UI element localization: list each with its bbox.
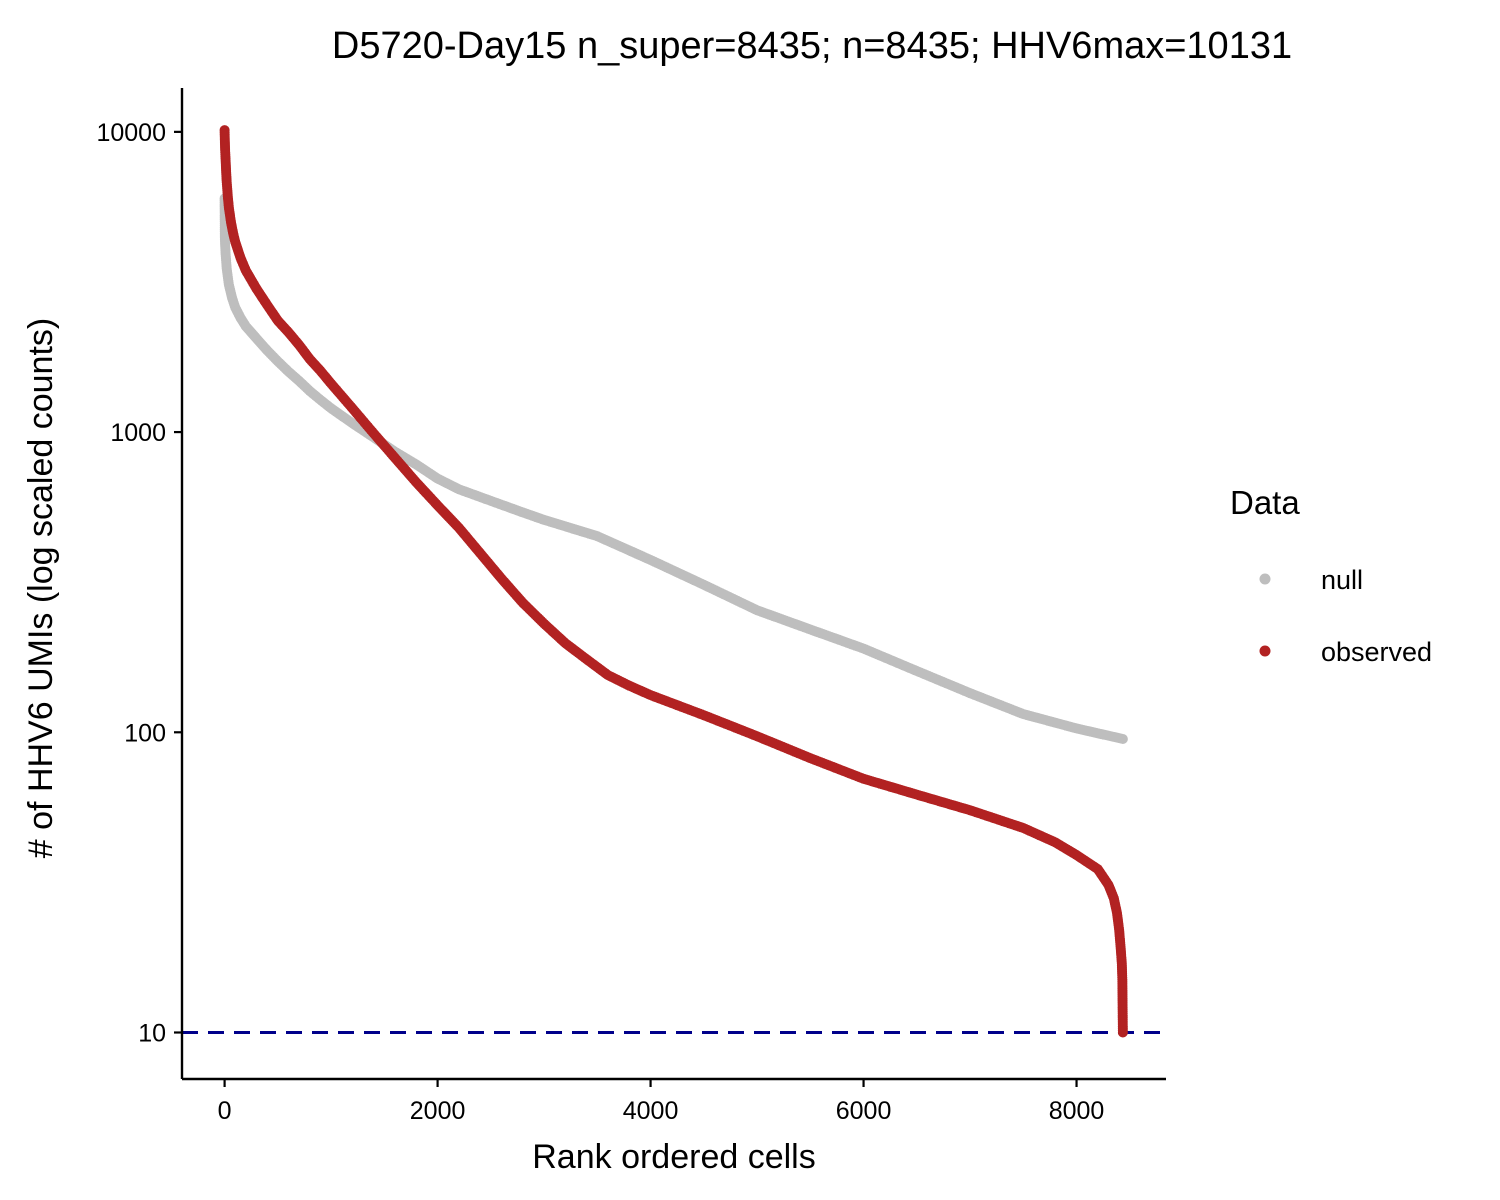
y-ticks: 10 100 1000 10000: [96, 119, 182, 1047]
point: [1117, 1027, 1128, 1038]
chart-title: D5720-Day15 n_super=8435; n=8435; HHV6ma…: [332, 25, 1292, 67]
x-axis-title: Rank ordered cells: [532, 1138, 815, 1176]
y-tick-label: 100: [124, 719, 166, 747]
point: [1117, 733, 1128, 744]
y-tick-label: 10: [138, 1019, 166, 1047]
x-tick-label: 4000: [623, 1097, 679, 1125]
legend: Data null observed: [1230, 484, 1432, 667]
legend-label-null: null: [1321, 565, 1363, 595]
x-tick-label: 6000: [836, 1097, 892, 1125]
x-tick-label: 0: [218, 1097, 232, 1125]
y-axis-title: # of HHV6 UMIs (log scaled counts): [22, 318, 60, 858]
x-tick-label: 8000: [1049, 1097, 1105, 1125]
x-tick-label: 2000: [410, 1097, 466, 1125]
plot-area: [182, 125, 1166, 1038]
x-ticks: 0 2000 4000 6000 8000: [218, 1079, 1105, 1125]
legend-label-observed: observed: [1321, 637, 1432, 667]
series-observed: [219, 125, 1128, 1038]
legend-entries: null observed: [1259, 565, 1432, 667]
legend-key-observed: [1259, 645, 1271, 657]
legend-title: Data: [1230, 484, 1300, 521]
series-null: [219, 193, 1128, 744]
axes: [180, 88, 1166, 1081]
y-tick-label: 1000: [110, 419, 166, 447]
y-tick-label: 10000: [96, 119, 166, 147]
legend-key-null: [1259, 573, 1271, 585]
